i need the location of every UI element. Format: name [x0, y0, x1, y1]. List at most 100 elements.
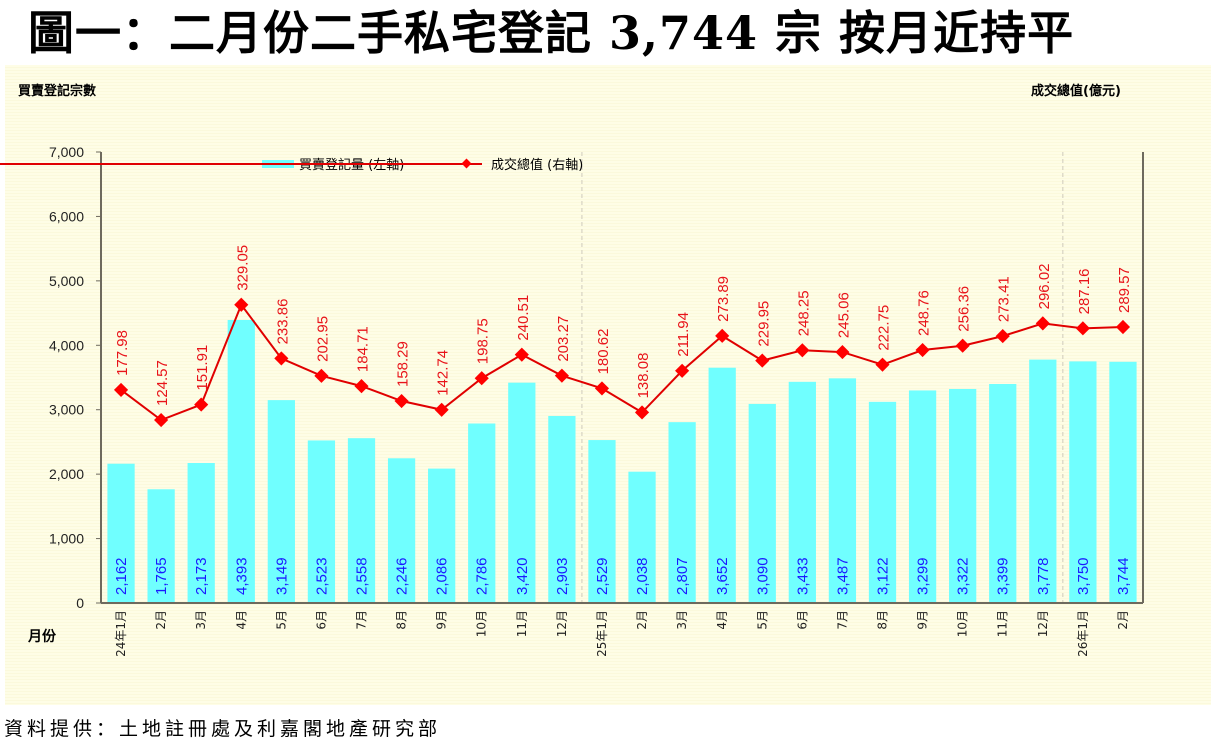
bar-label: 3,122	[875, 557, 892, 595]
line-marker	[835, 345, 850, 360]
line-label: 287.16	[1076, 268, 1093, 314]
bar-label: 3,090	[754, 557, 771, 595]
line-marker	[1115, 319, 1131, 335]
line-marker	[675, 363, 690, 378]
year-separators	[581, 152, 1064, 603]
bar	[548, 415, 576, 603]
bar	[307, 440, 336, 603]
line-marker	[234, 297, 249, 312]
line-label: 177.98	[114, 330, 131, 376]
legend: 買賣登記量 (左軸) 成交總值 (右軸)	[0, 157, 583, 173]
x-category-label: 5月	[274, 610, 288, 630]
line-label: 138.08	[635, 353, 652, 399]
x-category-label: 24年1月	[114, 610, 128, 657]
line-marker	[795, 343, 810, 358]
bar-label: 2,807	[674, 557, 691, 595]
line-marker	[1075, 321, 1090, 336]
bar-label: 3,778	[1035, 557, 1052, 595]
line-label: 329.05	[234, 245, 251, 291]
line-marker	[394, 393, 409, 409]
x-category-label: 2月	[154, 610, 168, 630]
bar-label: 2,173	[193, 557, 210, 595]
x-category-label: 11月	[515, 610, 529, 637]
bar	[267, 400, 295, 603]
line-marker	[434, 402, 449, 417]
y-tick-label: 2,000	[49, 466, 84, 482]
y-tick-label: 7,000	[49, 144, 84, 160]
legend-line-label: 成交總值 (右軸)	[491, 157, 583, 173]
line-label: 180.62	[595, 329, 612, 375]
line-marker	[875, 357, 890, 372]
bar-label: 3,487	[834, 557, 851, 595]
line-label: 229.95	[755, 301, 772, 347]
x-category-labels: 24年1月 2月 3月 4月 5月 6月 7月 8月 9月 10月 11月 12月 25年1月 2月 3月 4…	[114, 610, 1130, 657]
x-category-label: 8月	[395, 610, 409, 630]
bar	[828, 378, 857, 603]
bar-label: 3,299	[915, 557, 932, 595]
line-label: 203.27	[555, 316, 572, 362]
bar-label: 3,744	[1115, 557, 1132, 595]
line-label: 233.86	[274, 299, 291, 345]
line-marker	[514, 347, 529, 362]
line-label: 248.25	[795, 290, 812, 336]
bar	[668, 422, 696, 603]
line-marker	[634, 405, 650, 420]
x-category-label: 2月	[1116, 610, 1130, 630]
bar	[1069, 361, 1097, 603]
line-marker	[354, 379, 369, 394]
x-category-label: 10月	[475, 610, 489, 637]
x-axis-title: 月份	[28, 629, 56, 645]
bar-labels: 2,162 1,765 2,173 4,393 3,149 2,523 2,558 2,246…	[113, 557, 1132, 595]
bar-label: 1,765	[153, 557, 170, 595]
line-label: 124.57	[154, 360, 171, 406]
bar	[1109, 361, 1137, 603]
bar-label: 2,523	[313, 557, 330, 595]
y-tick-label: 3,000	[49, 402, 84, 418]
line-marker	[314, 368, 329, 383]
bar	[908, 390, 937, 603]
bar	[468, 423, 496, 603]
x-category-label: 12月	[1036, 610, 1050, 637]
bar-label: 2,903	[554, 557, 571, 595]
line-marker	[755, 353, 770, 368]
line-marker	[113, 382, 129, 397]
y-tick-label: 5,000	[49, 273, 84, 289]
bar-label: 3,322	[955, 557, 972, 595]
bar-label: 3,399	[995, 557, 1012, 595]
x-category-label: 26年1月	[1076, 610, 1090, 657]
bar-label: 2,786	[474, 557, 491, 595]
line-label: 198.75	[475, 318, 492, 364]
bar	[508, 382, 536, 603]
x-category-label: 6月	[314, 610, 328, 630]
y-tick-label: 1,000	[49, 531, 84, 547]
line-label: 151.91	[194, 345, 211, 391]
bar	[588, 440, 616, 603]
line-label: 245.06	[835, 292, 852, 338]
line-marker	[915, 342, 930, 358]
x-category-label: 2月	[635, 610, 649, 630]
line-labels: 177.98 124.57 151.91 329.05 233.86 202.95 184.…	[114, 245, 1133, 406]
bar	[187, 462, 215, 603]
x-category-label: 12月	[555, 610, 569, 637]
line-label: 289.57	[1116, 267, 1133, 313]
x-category-label: 7月	[355, 610, 369, 630]
bar	[147, 489, 175, 603]
x-category-label: 10月	[956, 610, 970, 637]
x-category-label: 4月	[234, 610, 248, 630]
line-label: 296.02	[1036, 263, 1053, 309]
bar-label: 3,652	[714, 557, 731, 595]
bar	[1029, 359, 1057, 603]
bar-label: 3,433	[794, 557, 811, 595]
line-marker	[474, 371, 489, 386]
bar	[387, 458, 416, 603]
line-marker	[715, 328, 730, 343]
bar	[628, 471, 656, 603]
line-label: 273.89	[715, 276, 732, 322]
legend-line-marker	[461, 158, 472, 169]
line-series	[113, 297, 1131, 428]
bar-label: 2,086	[434, 557, 451, 595]
x-category-label: 11月	[996, 610, 1010, 637]
bar-label: 3,750	[1075, 557, 1092, 595]
bar	[989, 384, 1017, 603]
